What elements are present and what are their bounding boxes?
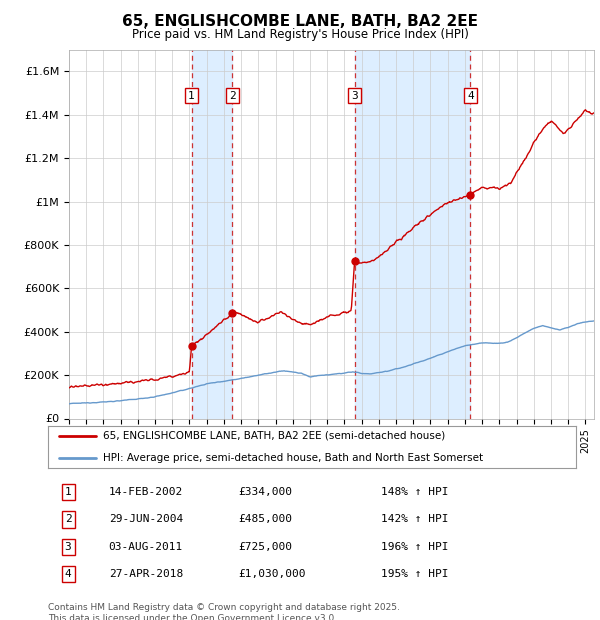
Text: 1: 1: [65, 487, 71, 497]
Text: Contains HM Land Registry data © Crown copyright and database right 2025.
This d: Contains HM Land Registry data © Crown c…: [48, 603, 400, 620]
Text: 2: 2: [65, 515, 71, 525]
Text: 65, ENGLISHCOMBE LANE, BATH, BA2 2EE: 65, ENGLISHCOMBE LANE, BATH, BA2 2EE: [122, 14, 478, 29]
Bar: [191, 50, 232, 419]
Text: £485,000: £485,000: [238, 515, 292, 525]
Text: 3: 3: [351, 91, 358, 100]
Text: Price paid vs. HM Land Registry's House Price Index (HPI): Price paid vs. HM Land Registry's House …: [131, 28, 469, 40]
Text: 1: 1: [188, 91, 195, 100]
Text: 195% ↑ HPI: 195% ↑ HPI: [380, 569, 448, 579]
Text: 4: 4: [65, 569, 71, 579]
Text: 148% ↑ HPI: 148% ↑ HPI: [380, 487, 448, 497]
Text: 29-JUN-2004: 29-JUN-2004: [109, 515, 183, 525]
Text: £1,030,000: £1,030,000: [238, 569, 305, 579]
Text: 2: 2: [229, 91, 236, 100]
Text: 4: 4: [467, 91, 474, 100]
Text: 27-APR-2018: 27-APR-2018: [109, 569, 183, 579]
Text: 65, ENGLISHCOMBE LANE, BATH, BA2 2EE (semi-detached house): 65, ENGLISHCOMBE LANE, BATH, BA2 2EE (se…: [103, 431, 446, 441]
Text: £334,000: £334,000: [238, 487, 292, 497]
Text: £725,000: £725,000: [238, 542, 292, 552]
Bar: [355, 50, 470, 419]
Text: 14-FEB-2002: 14-FEB-2002: [109, 487, 183, 497]
Text: 196% ↑ HPI: 196% ↑ HPI: [380, 542, 448, 552]
Text: 142% ↑ HPI: 142% ↑ HPI: [380, 515, 448, 525]
Text: 03-AUG-2011: 03-AUG-2011: [109, 542, 183, 552]
Text: HPI: Average price, semi-detached house, Bath and North East Somerset: HPI: Average price, semi-detached house,…: [103, 453, 484, 463]
Text: 3: 3: [65, 542, 71, 552]
